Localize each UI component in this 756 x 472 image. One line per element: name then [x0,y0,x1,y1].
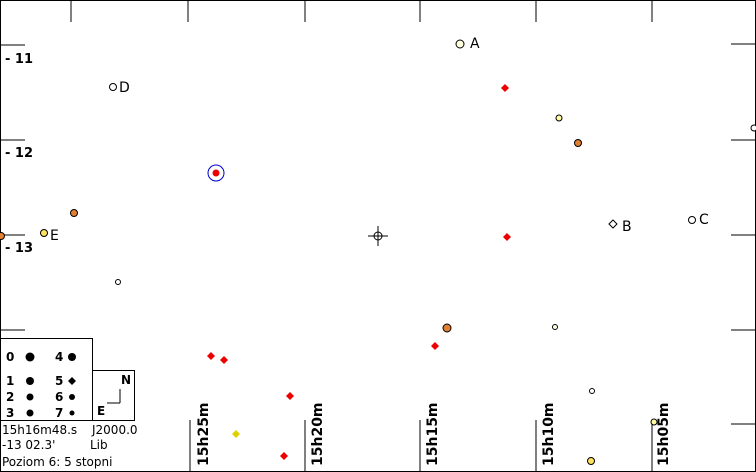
legend: 0 1 2 3 4 5 6 7 N E [0,338,135,421]
legend-label: 0 [6,350,14,364]
status: 15h16m48.s J2000.0 -13 02.3' Lib Poziom … [2,423,138,469]
star [552,324,558,330]
stars [0,39,756,465]
object-label: A [470,36,480,52]
object-label: C [699,212,709,228]
legend-label: 2 [6,390,14,404]
status-epoch: J2000.0 [91,423,138,437]
star [455,39,465,49]
star [688,216,696,224]
status-ra: 15h16m48.s [2,423,77,437]
star [589,388,595,394]
bottom-ticks [189,420,653,472]
star [70,209,78,217]
ra-label: 15h25m [196,402,212,466]
target-ring [207,164,225,182]
star [207,352,215,360]
star [587,457,595,465]
ra-label: 15h10m [541,402,557,466]
legend-label: 3 [6,406,14,420]
legend-label: 5 [55,374,63,388]
star [109,83,117,91]
center-marker [368,226,388,246]
star [286,392,294,400]
star [212,169,220,177]
dec-label: - 12 [5,146,33,161]
legend-label: 4 [55,350,63,364]
star [280,452,288,460]
star [608,219,618,229]
star [555,114,563,122]
star [442,323,452,333]
object-label: B [622,219,632,235]
star [501,84,509,92]
status-level: Poziom 6: 5 stopni [2,455,112,469]
dec-label: - 11 [5,52,33,67]
ra-label: 15h20m [310,402,326,466]
star [574,139,582,147]
dec-label: - 13 [5,241,33,256]
star [503,233,511,241]
star [650,418,658,426]
ra-label: 15h05m [656,402,672,466]
star [750,124,756,132]
legend-label: 6 [55,390,63,404]
star [232,430,240,438]
star [431,342,439,350]
compass-north: N [121,373,131,387]
object-label: E [50,228,59,244]
star [0,232,5,240]
star [115,279,121,285]
legend-label: 7 [55,406,63,420]
star [220,356,228,364]
object-label: D [119,80,130,96]
legend-label: 1 [6,374,14,388]
star [40,229,48,237]
top-ticks [70,0,653,22]
status-dec: -13 02.3' [2,438,55,452]
status-constellation: Lib [90,438,108,452]
ra-label: 15h15m [425,402,441,466]
compass-east: E [97,404,105,418]
